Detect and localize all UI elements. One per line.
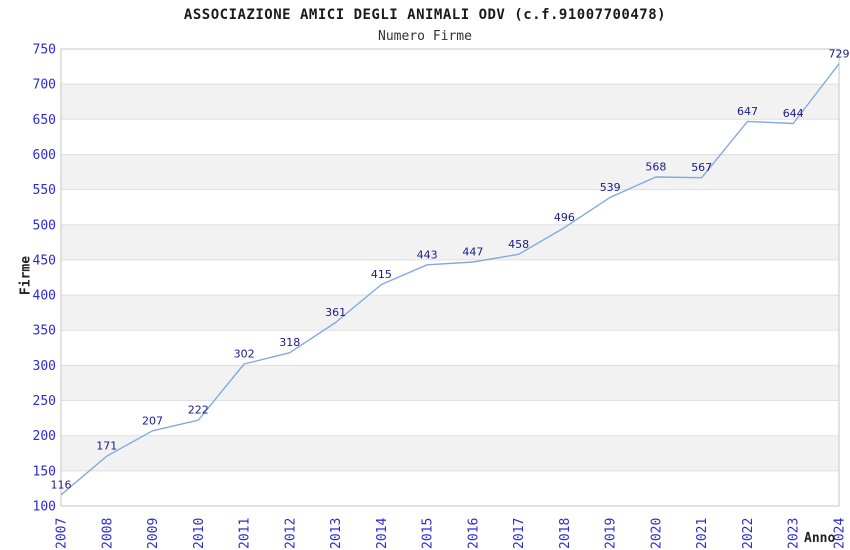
x-tick-label: 2023 xyxy=(787,518,802,549)
chart-title: ASSOCIAZIONE AMICI DEGLI ANIMALI ODV (c.… xyxy=(183,7,667,23)
x-tick-label: 2018 xyxy=(558,518,573,549)
x-tick-label: 2022 xyxy=(741,518,756,549)
grid-band xyxy=(61,365,839,401)
x-tick-label: 2015 xyxy=(421,518,436,549)
x-tick-label: 2008 xyxy=(100,518,115,549)
x-tick-label: 2011 xyxy=(238,518,253,549)
x-tick-label: 2012 xyxy=(283,518,298,549)
data-label: 443 xyxy=(417,248,438,261)
data-label: 458 xyxy=(508,238,529,251)
data-label: 539 xyxy=(600,181,621,194)
series-line xyxy=(60,63,840,496)
y-tick-label: 100 xyxy=(33,500,56,515)
y-tick-label: 300 xyxy=(33,359,56,374)
grid-band xyxy=(61,154,839,190)
x-tick-label: 2024 xyxy=(833,518,848,549)
y-tick-label: 250 xyxy=(33,394,56,409)
y-tick-label: 150 xyxy=(33,464,56,479)
y-tick-label: 400 xyxy=(33,289,56,304)
y-tick-label: 600 xyxy=(33,148,56,163)
data-label: 222 xyxy=(188,404,209,417)
data-label: 647 xyxy=(737,105,758,118)
data-label: 567 xyxy=(691,161,712,174)
data-label: 496 xyxy=(554,211,575,224)
y-tick-label: 650 xyxy=(33,113,56,128)
data-label: 207 xyxy=(142,414,163,427)
grid-band xyxy=(61,224,839,260)
data-label: 729 xyxy=(829,47,850,60)
x-tick-label: 2019 xyxy=(604,518,619,549)
data-label: 318 xyxy=(279,336,300,349)
x-tick-label: 2016 xyxy=(466,518,481,549)
y-tick-label: 750 xyxy=(33,43,56,58)
y-axis-title: Firme xyxy=(18,255,34,296)
x-tick-label: 2010 xyxy=(192,518,207,549)
x-tick-label: 2009 xyxy=(146,518,161,549)
data-label: 116 xyxy=(51,478,72,491)
data-label: 361 xyxy=(325,306,346,319)
chart-subtitle: Numero Firme xyxy=(378,29,472,44)
x-tick-label: 2017 xyxy=(512,518,527,549)
x-tick-label: 2007 xyxy=(55,518,70,549)
x-tick-label: 2014 xyxy=(375,518,390,549)
y-tick-label: 450 xyxy=(33,253,56,268)
y-tick-label: 550 xyxy=(33,183,56,198)
x-tick-label: 2013 xyxy=(329,518,344,549)
y-tick-label: 200 xyxy=(33,429,56,444)
x-axis-title: Anno xyxy=(804,531,836,546)
data-label: 171 xyxy=(96,440,117,453)
data-label: 447 xyxy=(462,246,483,259)
y-tick-label: 500 xyxy=(33,218,56,233)
x-tick-label: 2021 xyxy=(695,518,710,549)
data-label: 415 xyxy=(371,268,392,281)
y-tick-label: 350 xyxy=(33,324,56,339)
plot-frame xyxy=(60,48,840,507)
x-tick-label: 2020 xyxy=(649,518,664,549)
grid-band xyxy=(61,84,839,120)
data-label: 302 xyxy=(234,348,255,361)
data-label: 644 xyxy=(783,107,804,120)
data-label: 568 xyxy=(645,161,666,174)
y-tick-label: 700 xyxy=(33,78,56,93)
grid-band xyxy=(61,295,839,331)
grid-band xyxy=(61,435,839,471)
